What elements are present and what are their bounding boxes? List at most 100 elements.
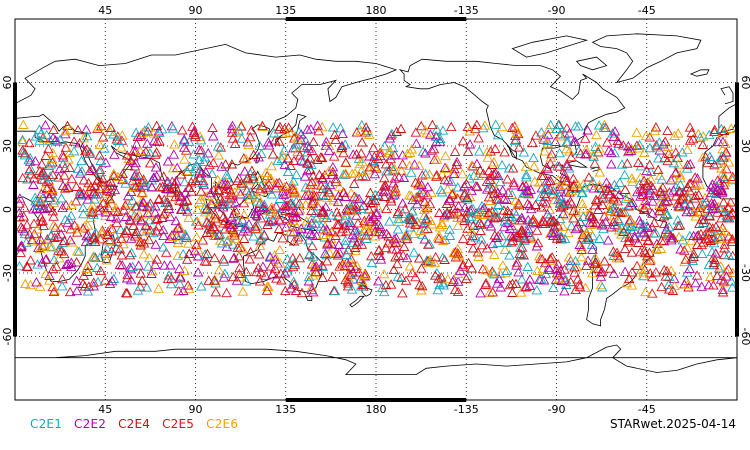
marker-c2e6 [179,154,190,164]
marker-c2e1 [338,169,349,179]
marker-c2e1 [76,166,88,176]
marker-c2e4 [590,217,602,228]
marker-c2e6 [545,152,557,162]
marker-c2e6 [317,229,329,239]
marker-c2e1 [548,282,559,292]
marker-c2e5 [380,179,391,190]
marker-c2e1 [634,139,645,150]
marker-c2e5 [195,145,207,155]
marker-c2e4 [659,136,671,146]
marker-c2e4 [135,268,146,278]
marker-c2e4 [250,221,261,231]
marker-c2e1 [586,239,598,249]
marker-c2e4 [307,170,319,181]
marker-c2e2 [522,214,534,225]
marker-c2e5 [608,194,619,204]
marker-c2e5 [380,242,392,253]
marker-c2e6 [626,173,638,183]
marker-c2e1 [88,251,100,261]
marker-c2e2 [174,263,185,273]
marker-c2e1 [282,166,294,177]
marker-c2e1 [99,143,110,153]
marker-c2e4 [500,211,511,222]
marker-c2e5 [492,230,504,241]
marker-c2e1 [310,218,322,229]
marker-c2e2 [353,193,365,204]
marker-c2e1 [369,189,381,200]
marker-c2e4 [356,239,368,249]
marker-c2e1 [478,122,489,133]
marker-c2e1 [120,178,131,188]
marker-c2e6 [655,243,667,253]
marker-c2e4 [170,191,181,202]
marker-c2e2 [389,149,401,160]
marker-c2e4 [551,233,563,243]
marker-c2e5 [536,253,548,264]
marker-c2e4 [329,129,340,139]
marker-c2e2 [520,282,531,292]
marker-c2e1 [476,200,488,211]
marker-c2e4 [530,199,541,209]
marker-c2e6 [466,226,478,236]
marker-c2e6 [323,140,335,150]
marker-c2e6 [464,126,476,136]
marker-c2e4 [594,182,605,193]
marker-c2e2 [369,168,381,179]
marker-c2e5 [545,214,557,224]
marker-c2e6 [147,265,158,276]
marker-c2e1 [272,155,283,166]
marker-c2e4 [382,237,394,248]
marker-c2e4 [612,135,623,146]
marker-c2e4 [461,273,472,284]
marker-c2e4 [472,247,484,257]
marker-c2e1 [654,137,665,147]
marker-c2e2 [419,234,431,244]
marker-c2e2 [149,259,161,269]
marker-c2e4 [15,221,27,232]
marker-c2e1 [344,204,356,214]
marker-c2e4 [581,260,592,270]
marker-c2e6 [46,153,58,163]
marker-c2e2 [324,179,336,190]
marker-c2e4 [202,248,213,259]
marker-c2e2 [696,281,707,291]
marker-c2e1 [609,147,620,158]
marker-c2e5 [608,192,619,202]
marker-c2e4 [474,217,486,228]
marker-c2e1 [613,215,625,225]
marker-c2e6 [539,146,550,156]
marker-c2e2 [668,185,679,195]
marker-c2e2 [497,185,508,195]
marker-c2e4 [391,126,402,136]
marker-c2e1 [405,167,417,177]
marker-c2e6 [46,242,58,252]
marker-c2e2 [651,238,663,248]
marker-c2e6 [438,235,449,245]
marker-c2e4 [353,267,365,277]
marker-c2e2 [280,221,292,232]
marker-c2e5 [352,217,364,228]
marker-c2e5 [265,261,277,271]
marker-c2e1 [82,286,94,296]
marker-c2e1 [218,256,230,266]
marker-c2e1 [506,211,518,222]
marker-c2e6 [47,183,58,194]
marker-c2e5 [234,268,245,278]
marker-c2e1 [442,209,453,219]
marker-c2e1 [580,234,592,245]
marker-c2e1 [531,284,543,295]
marker-c2e6 [233,186,244,196]
marker-c2e4 [564,187,575,197]
marker-c2e1 [236,133,248,143]
marker-c2e1 [141,282,153,292]
marker-c2e5 [647,271,658,282]
marker-c2e2 [100,207,112,217]
marker-c2e2 [57,180,69,191]
marker-c2e5 [135,131,146,141]
lat-tick-label-right: 60 [739,76,750,90]
marker-c2e4 [117,168,129,179]
marker-c2e2 [34,203,46,213]
marker-c2e6 [655,185,666,195]
marker-c2e5 [95,120,107,131]
marker-c2e5 [353,171,365,181]
